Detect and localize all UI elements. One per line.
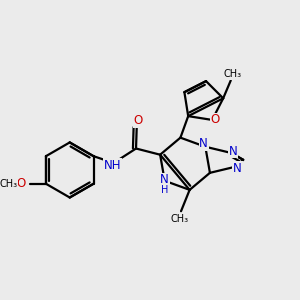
Text: NH: NH [103,158,121,172]
Text: O: O [134,115,143,128]
Text: N: N [199,137,208,151]
Text: CH₃: CH₃ [171,214,189,224]
Text: N: N [233,162,242,175]
Text: N: N [229,145,237,158]
Text: O: O [210,113,220,126]
Text: CH₃: CH₃ [0,179,17,189]
Text: O: O [16,177,26,190]
Text: CH₃: CH₃ [223,69,241,79]
Text: N: N [160,173,169,186]
Text: H: H [161,185,168,195]
